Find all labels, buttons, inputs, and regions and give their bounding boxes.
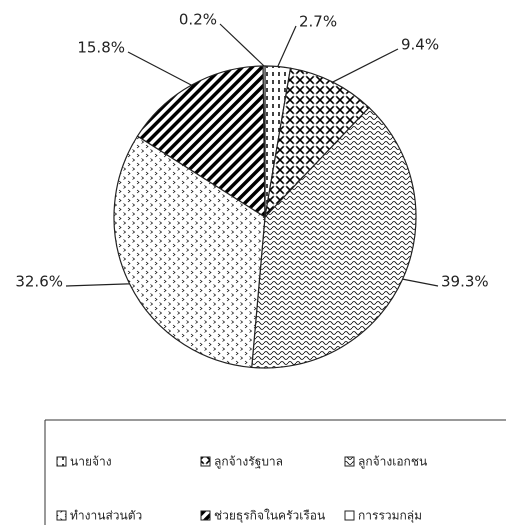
legend-label: ช่วยธุรกิจในครัวเรือน xyxy=(214,509,325,524)
leader-line xyxy=(332,48,399,83)
pie-slice xyxy=(136,65,266,219)
data-label: 2.7% xyxy=(299,13,337,31)
leader-line xyxy=(402,278,439,287)
legend-swatch xyxy=(344,510,355,521)
legend-label: การรวมกลุ่ม xyxy=(358,509,422,524)
data-label: 39.3% xyxy=(441,273,489,291)
pie-slice xyxy=(113,135,266,369)
leader-line xyxy=(277,25,297,67)
legend-swatch xyxy=(56,456,67,467)
leader-line xyxy=(127,51,192,86)
pie-slice xyxy=(262,65,266,218)
legend-swatch xyxy=(344,456,355,467)
legend-label: นายจ้าง xyxy=(70,455,112,469)
legend-frame xyxy=(44,419,506,525)
legend-swatch xyxy=(56,510,67,521)
legend-swatch xyxy=(200,456,211,467)
pie-slice xyxy=(251,106,417,369)
legend-label: ทำงานส่วนตัว xyxy=(70,509,142,523)
leader-line xyxy=(219,23,265,67)
legend-label: ลูกจ้างรัฐบาล xyxy=(214,455,283,470)
pie-slice xyxy=(264,67,370,219)
leader-line xyxy=(65,283,130,287)
legend-label: ลูกจ้างเอกชน xyxy=(358,455,427,470)
legend-swatch xyxy=(200,510,211,521)
data-label: 0.2% xyxy=(179,11,217,29)
data-label: 15.8% xyxy=(77,39,125,57)
data-label: 32.6% xyxy=(15,273,63,291)
data-label: 9.4% xyxy=(401,36,439,54)
